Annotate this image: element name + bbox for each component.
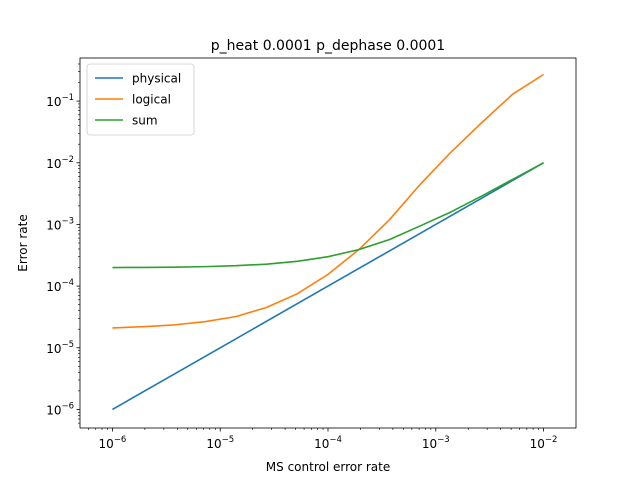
legend-box	[86, 63, 195, 136]
x-tick-exponent: −5	[222, 435, 235, 445]
y-tick-exponent: −4	[61, 278, 74, 288]
y-tick-label: 10−2	[46, 155, 74, 171]
y-axis-label: Error rate	[16, 214, 30, 271]
series-line-physical	[112, 162, 544, 411]
series-line-logical	[112, 73, 544, 329]
legend-label-logical: logical	[132, 93, 171, 107]
x-tick-exponent: −6	[114, 435, 127, 445]
x-axis: 10−6 10−5 10−4 10−3 10−2	[88, 428, 558, 451]
y-tick-base: 10	[46, 342, 61, 356]
x-tick-label: 10−5	[206, 435, 234, 451]
plot-area	[112, 73, 544, 411]
y-tick-label: 10−1	[46, 93, 74, 109]
chart-title: p_heat 0.0001 p_dephase 0.0001	[211, 38, 445, 54]
x-tick-label: 10−2	[530, 435, 558, 451]
y-tick-label: 10−5	[46, 340, 74, 356]
x-tick-exponent: −2	[545, 435, 558, 445]
legend: physical logical sum	[86, 63, 195, 136]
x-tick-exponent: −3	[437, 435, 450, 445]
x-tick-label: 10−6	[99, 435, 127, 451]
y-tick-base: 10	[46, 403, 61, 417]
x-tick-label: 10−3	[422, 435, 450, 451]
y-tick-label: 10−4	[46, 278, 74, 294]
x-tick-exponent: −4	[329, 435, 342, 445]
x-tick-label: 10−4	[314, 435, 342, 451]
y-tick-base: 10	[46, 157, 61, 171]
y-axis: 10−610−510−410−310−210−1	[46, 63, 80, 424]
y-tick-label: 10−6	[46, 401, 74, 417]
y-tick-exponent: −3	[61, 216, 74, 226]
x-axis-label: MS control error rate	[266, 460, 390, 474]
x-tick-base: 10	[99, 437, 114, 451]
y-tick-label: 10−3	[46, 216, 74, 232]
legend-label-sum: sum	[132, 114, 158, 128]
y-tick-exponent: −1	[61, 93, 74, 103]
y-tick-exponent: −5	[61, 340, 74, 350]
y-tick-exponent: −2	[61, 155, 74, 165]
x-tick-base: 10	[422, 437, 437, 451]
x-tick-base: 10	[206, 437, 221, 451]
series-line-sum	[112, 162, 544, 269]
y-tick-exponent: −6	[61, 401, 74, 411]
x-tick-base: 10	[314, 437, 329, 451]
x-tick-base: 10	[530, 437, 545, 451]
y-tick-base: 10	[46, 218, 61, 232]
legend-label-physical: physical	[132, 72, 181, 86]
y-tick-base: 10	[46, 280, 61, 294]
y-tick-base: 10	[46, 95, 61, 109]
